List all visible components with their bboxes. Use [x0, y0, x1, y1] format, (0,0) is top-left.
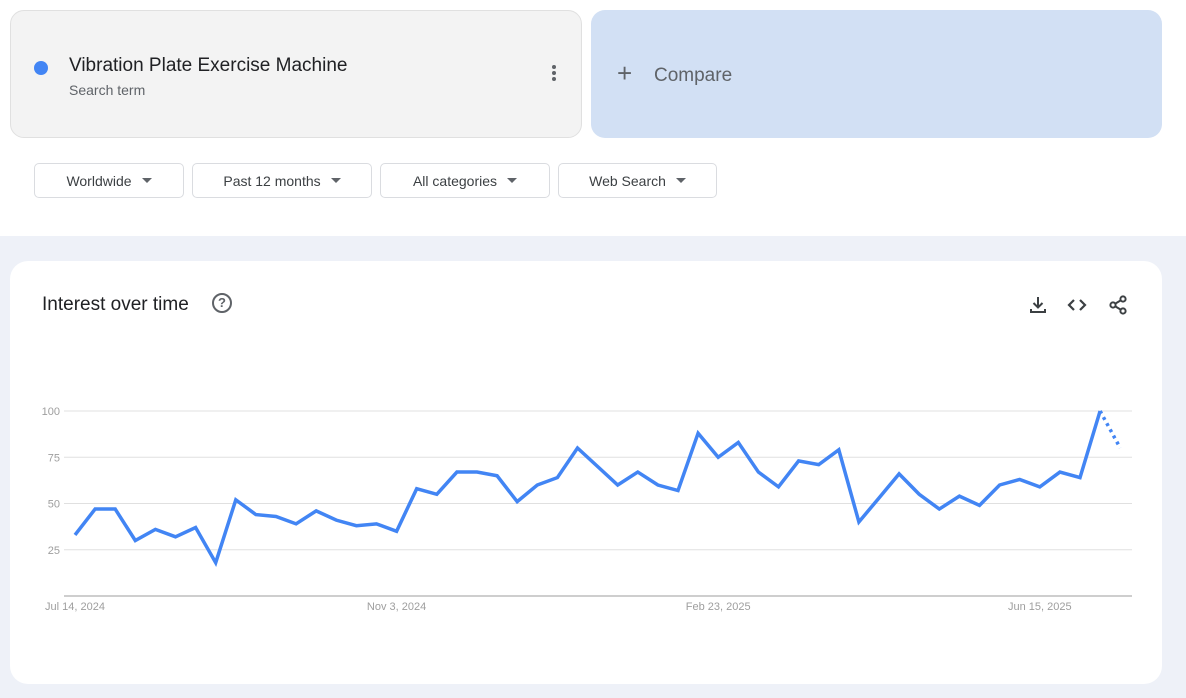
- category-filter[interactable]: All categories: [380, 163, 550, 198]
- series-line: [73, 410, 1102, 568]
- search-type-filter[interactable]: Web Search: [558, 163, 717, 198]
- x-tick-label: Nov 3, 2024: [367, 601, 426, 613]
- partial-data-line: [1098, 410, 1122, 449]
- filter-label: Web Search: [589, 172, 666, 189]
- series-color-dot: [34, 61, 48, 75]
- embed-code-icon[interactable]: [1066, 294, 1088, 316]
- help-icon[interactable]: ?: [212, 293, 232, 313]
- card-title: Interest over time: [42, 294, 189, 315]
- more-vert-icon[interactable]: [549, 65, 559, 85]
- y-tick-label: 50: [48, 499, 60, 511]
- search-term-subtitle: Search term: [69, 82, 146, 98]
- interest-over-time-card: Interest over time ?: [10, 261, 1162, 684]
- region-filter[interactable]: Worldwide: [34, 163, 184, 198]
- header-area: Vibration Plate Exercise Machine Search …: [0, 0, 1186, 236]
- filter-label: All categories: [412, 172, 498, 189]
- caret-down-icon: [675, 178, 686, 183]
- filter-label: Past 12 months: [223, 172, 321, 189]
- y-tick-label: 25: [48, 545, 60, 557]
- share-icon[interactable]: [1107, 294, 1129, 316]
- plus-icon: +: [617, 58, 633, 88]
- x-tick-label: Jul 14, 2024: [45, 601, 105, 613]
- filter-bar: Worldwide Past 12 months All categories …: [10, 148, 1162, 212]
- compare-label: Compare: [654, 65, 733, 86]
- x-tick-label: Jun 15, 2025: [1008, 601, 1072, 613]
- x-tick-label: Feb 23, 2025: [686, 601, 751, 613]
- caret-down-icon: [507, 178, 518, 183]
- compare-button[interactable]: + Compare: [591, 10, 1162, 138]
- y-tick-label: 100: [42, 406, 60, 418]
- download-icon[interactable]: [1027, 294, 1049, 316]
- caret-down-icon: [141, 178, 152, 183]
- time-filter[interactable]: Past 12 months: [192, 163, 372, 198]
- y-tick-label: 75: [48, 452, 60, 464]
- search-term-card[interactable]: Vibration Plate Exercise Machine Search …: [10, 10, 582, 138]
- filter-label: Worldwide: [66, 172, 132, 189]
- caret-down-icon: [330, 178, 341, 183]
- search-term-title: Vibration Plate Exercise Machine: [69, 55, 348, 76]
